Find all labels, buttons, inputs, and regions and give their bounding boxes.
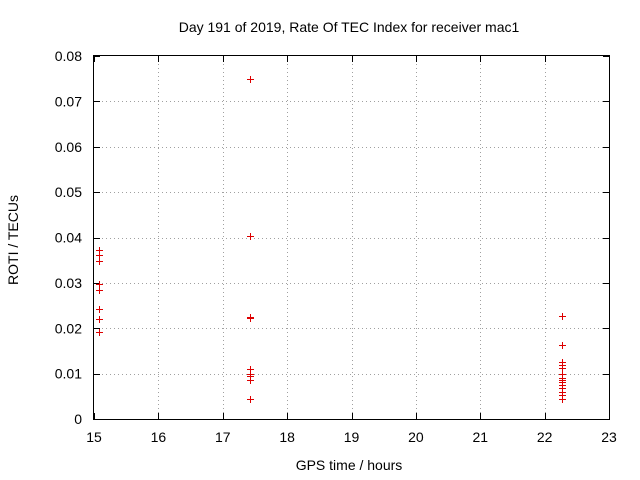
x-tick-label: 23	[601, 429, 617, 445]
x-axis-label: GPS time / hours	[296, 457, 403, 473]
data-point	[96, 258, 103, 265]
x-tick-label: 18	[279, 429, 295, 445]
data-point	[247, 76, 254, 83]
data-point	[96, 252, 103, 259]
data-point	[247, 233, 254, 240]
x-tick-labels: 15 16 17 18 19 20 21 22 23	[86, 429, 617, 445]
y-tick-label: 0.07	[55, 93, 82, 109]
data-point	[247, 377, 254, 384]
data-point	[96, 329, 103, 336]
chart-title: Day 191 of 2019, Rate Of TEC Index for r…	[179, 19, 520, 35]
x-tick-label: 17	[215, 429, 231, 445]
data-point	[96, 287, 103, 294]
x-tick-label: 16	[151, 429, 167, 445]
x-tick-label: 20	[408, 429, 424, 445]
y-tick-label: 0.06	[55, 139, 82, 155]
data-points	[96, 76, 566, 403]
y-axis-label: ROTI / TECUs	[5, 195, 21, 285]
x-tick-label: 15	[86, 429, 102, 445]
y-tick-label: 0.02	[55, 320, 82, 336]
data-point	[559, 342, 566, 349]
y-tick-label: 0.01	[55, 366, 82, 382]
y-tick-label: 0.03	[55, 275, 82, 291]
grid-lines	[94, 56, 609, 419]
data-point	[559, 365, 566, 372]
data-point	[247, 396, 254, 403]
y-tick-label: 0.04	[55, 230, 82, 246]
data-point	[559, 396, 566, 403]
y-tick-label: 0.08	[55, 48, 82, 64]
data-point	[247, 315, 254, 322]
data-point	[96, 281, 103, 288]
y-tick-labels: 0 0.01 0.02 0.03 0.04 0.05 0.06 0.07 0.08	[55, 48, 82, 427]
data-point	[96, 316, 103, 323]
axis-ticks	[94, 56, 610, 420]
x-tick-label: 22	[537, 429, 553, 445]
x-tick-label: 21	[472, 429, 488, 445]
y-tick-label: 0.05	[55, 184, 82, 200]
data-point	[96, 306, 103, 313]
y-tick-label: 0	[74, 411, 82, 427]
x-tick-label: 19	[344, 429, 360, 445]
data-point	[559, 313, 566, 320]
plot-frame	[93, 55, 610, 420]
